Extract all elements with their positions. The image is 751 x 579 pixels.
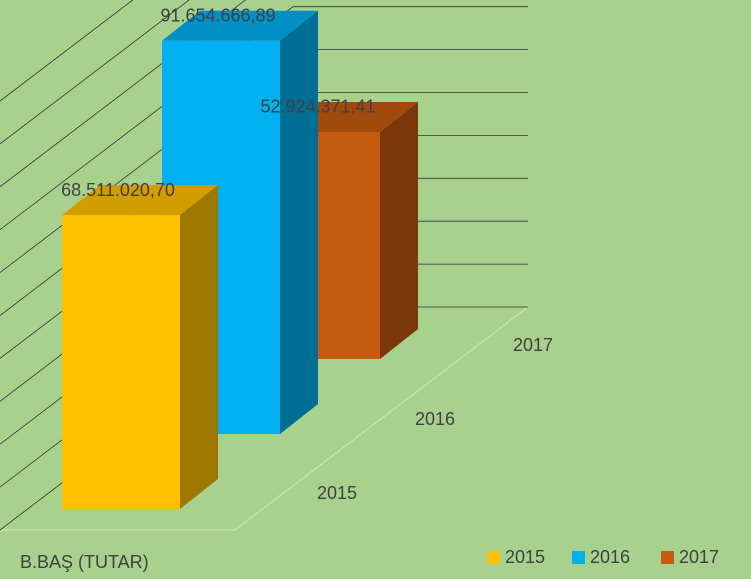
legend-label: 2017: [679, 547, 719, 567]
grid-line: [0, 0, 190, 145]
bar-side: [180, 185, 218, 510]
legend-swatch: [572, 551, 585, 564]
bar-top: [162, 10, 318, 41]
grid-line: [0, 0, 247, 188]
floor-edge: [0, 306, 529, 531]
category-label: B.BAŞ (TUTAR): [20, 552, 149, 572]
value-label: 68.511.020,70: [61, 180, 175, 200]
depth-label: 2016: [415, 409, 455, 429]
bar-side: [280, 10, 318, 434]
legend: 2015 2016 2017: [487, 547, 719, 567]
bar: [62, 185, 218, 510]
labels: 52.924.371,41 2017 91.654.666,89 2016 68.511…: [61, 6, 553, 503]
legend-label: 2016: [590, 547, 630, 567]
value-label: 52.924.371,41: [260, 97, 375, 117]
legend-label: 2015: [505, 547, 545, 567]
depth-label: 2015: [317, 483, 357, 503]
value-label: 91.654.666,89: [160, 6, 275, 26]
legend-swatch: [661, 551, 674, 564]
bar-top: [62, 185, 218, 216]
depth-label: 2017: [513, 335, 553, 355]
grid-line: [0, 6, 528, 231]
grid-line: [0, 0, 134, 102]
bar-front: [62, 215, 180, 510]
legend-swatch: [487, 551, 500, 564]
bars: [62, 10, 418, 510]
bar-side: [380, 101, 418, 360]
